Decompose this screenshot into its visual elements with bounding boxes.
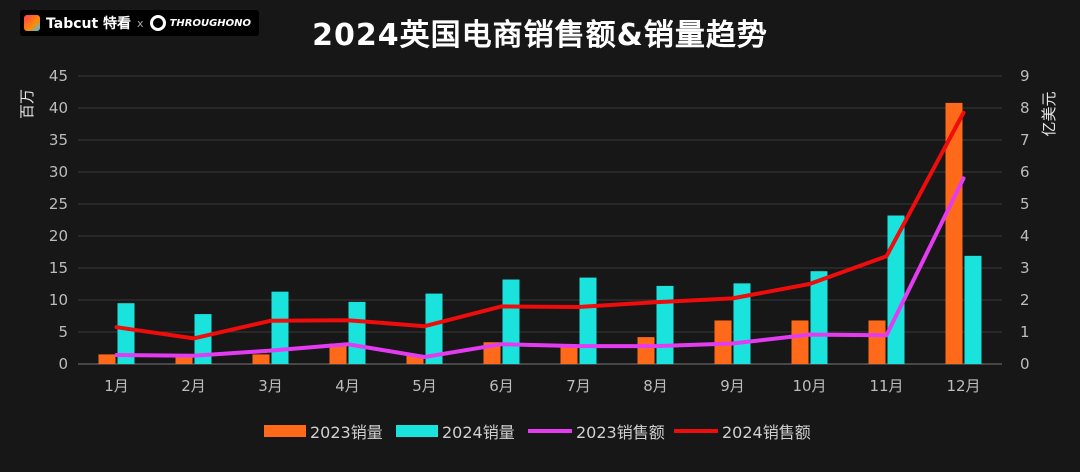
y-left-tick-label: 35 [49,131,68,149]
x-tick-label: 8月 [643,377,668,395]
y-right-tick-label: 7 [1020,131,1030,149]
x-tick-label: 4月 [335,377,360,395]
line-2024销售额 [114,110,966,341]
y-right-tick-label: 5 [1020,195,1030,213]
y-right-tick-label: 4 [1020,227,1030,245]
bar-2024销量 [194,314,212,364]
bar-2024销量 [502,279,520,364]
legend-swatch [396,425,438,437]
legend-label: 2023销量 [310,423,383,442]
bar-2023销量 [637,337,655,364]
y-left-tick-label: 30 [49,163,68,181]
x-tick-label: 7月 [566,377,591,395]
x-tick-label: 3月 [258,377,283,395]
bar-2023销量 [560,346,578,364]
bar-2024销量 [810,271,828,364]
x-tick-label: 5月 [412,377,437,395]
y-right-tick-label: 0 [1020,355,1030,373]
bar-2024销量 [579,277,597,364]
y-left-tick-label: 5 [58,323,68,341]
logo-separator: x [137,16,144,30]
legend-label: 2024销售额 [722,423,811,442]
y-left-tick-label: 25 [49,195,68,213]
y-right-tick-label: 6 [1020,163,1030,181]
y-left-tick-label: 0 [58,355,68,373]
y-right-tick-label: 9 [1020,67,1030,85]
partner-logo: THROUGHONO [149,15,252,31]
x-tick-label: 1月 [104,377,129,395]
bar-2023销量 [945,102,963,364]
y-left-tick-label: 45 [49,67,68,85]
line-2023销售额 [114,176,966,359]
bar-2023销量 [791,320,809,364]
y-left-tick-label: 10 [49,291,68,309]
legend-swatch [264,425,306,437]
bar-2024销量 [348,301,366,364]
brand-label: Tabcut 特看 [46,16,132,32]
x-tick-label: 9月 [720,377,745,395]
y-left-tick-label: 20 [49,227,68,245]
chart-title: 2024英国电商销售额&销量趋势 [312,18,768,53]
y-left-tick-label: 40 [49,99,68,117]
bar-2023销量 [406,355,424,364]
partner-label: THROUGHONO [169,17,252,29]
x-tick-label: 12月 [946,377,980,395]
y-right-tick-label: 1 [1020,323,1030,341]
y-right-tick-label: 3 [1020,259,1030,277]
bar-2024销量 [271,291,289,364]
y-right-axis-label: 亿美元 [1040,91,1058,136]
x-tick-label: 11月 [869,377,903,395]
bar-2023销量 [329,343,347,364]
tabcut-logo-icon [24,15,40,31]
x-tick-label: 6月 [489,377,514,395]
y-left-axis-label: 百万 [18,89,36,119]
bar-2023销量 [252,354,270,364]
y-left-tick-label: 15 [49,259,68,277]
bar-2023销量 [868,320,886,364]
legend-label: 2024销量 [442,423,515,442]
bar-2024销量 [964,255,982,364]
y-right-tick-label: 8 [1020,99,1030,117]
bar-2024销量 [117,303,135,364]
x-tick-label: 10月 [792,377,826,395]
bar-2024销量 [425,293,443,364]
legend-label: 2023销售额 [576,423,665,442]
brand-logo: Tabcut 特看 x THROUGHONO [20,10,260,36]
bar-2023销量 [175,356,193,364]
bar-2023销量 [98,354,116,364]
partner-ring-icon [149,15,166,31]
bar-2024销量 [656,285,674,364]
y-right-tick-label: 2 [1020,291,1030,309]
x-tick-label: 2月 [181,377,206,395]
